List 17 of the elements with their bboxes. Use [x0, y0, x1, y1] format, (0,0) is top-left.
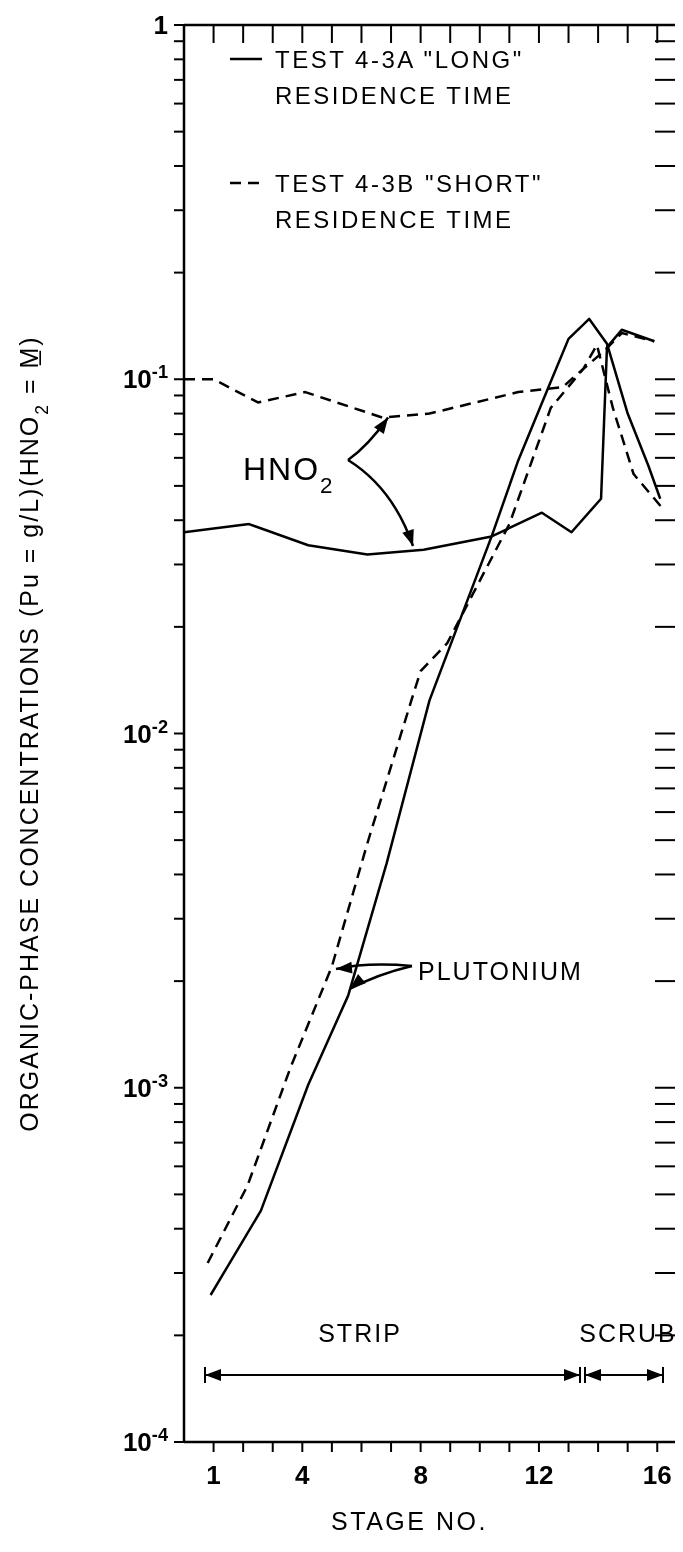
x-tick-label: 4	[295, 1460, 311, 1490]
x-tick-label: 8	[413, 1460, 428, 1490]
y-tick-label: 10$^{-4}$	[122, 1425, 169, 1457]
y-tick-label: 10$^{-2}$	[122, 716, 168, 749]
annotation: PLUTONIUM	[418, 957, 583, 985]
x-tick-label: 12	[524, 1460, 554, 1490]
annotation: HNO$_{2}$	[243, 451, 335, 498]
y-tick-label: 10$^{-1}$	[122, 362, 168, 395]
annotation: STRIP	[318, 1319, 402, 1347]
x-tick-label: 16	[642, 1460, 672, 1490]
legend-label: TEST 4-3A "LONG" RESIDENCE TIME	[275, 46, 524, 109]
legend-label: TEST 4-3B "SHORT" RESIDENCE TIME	[275, 170, 544, 233]
x-axis-title: STAGE NO.	[331, 1507, 488, 1535]
y-tick-label: 10$^{-3}$	[122, 1070, 168, 1103]
y-tick-label: 1	[153, 10, 168, 40]
x-tick-label: 1	[206, 1460, 221, 1490]
annotation: SCRUB	[579, 1319, 677, 1347]
